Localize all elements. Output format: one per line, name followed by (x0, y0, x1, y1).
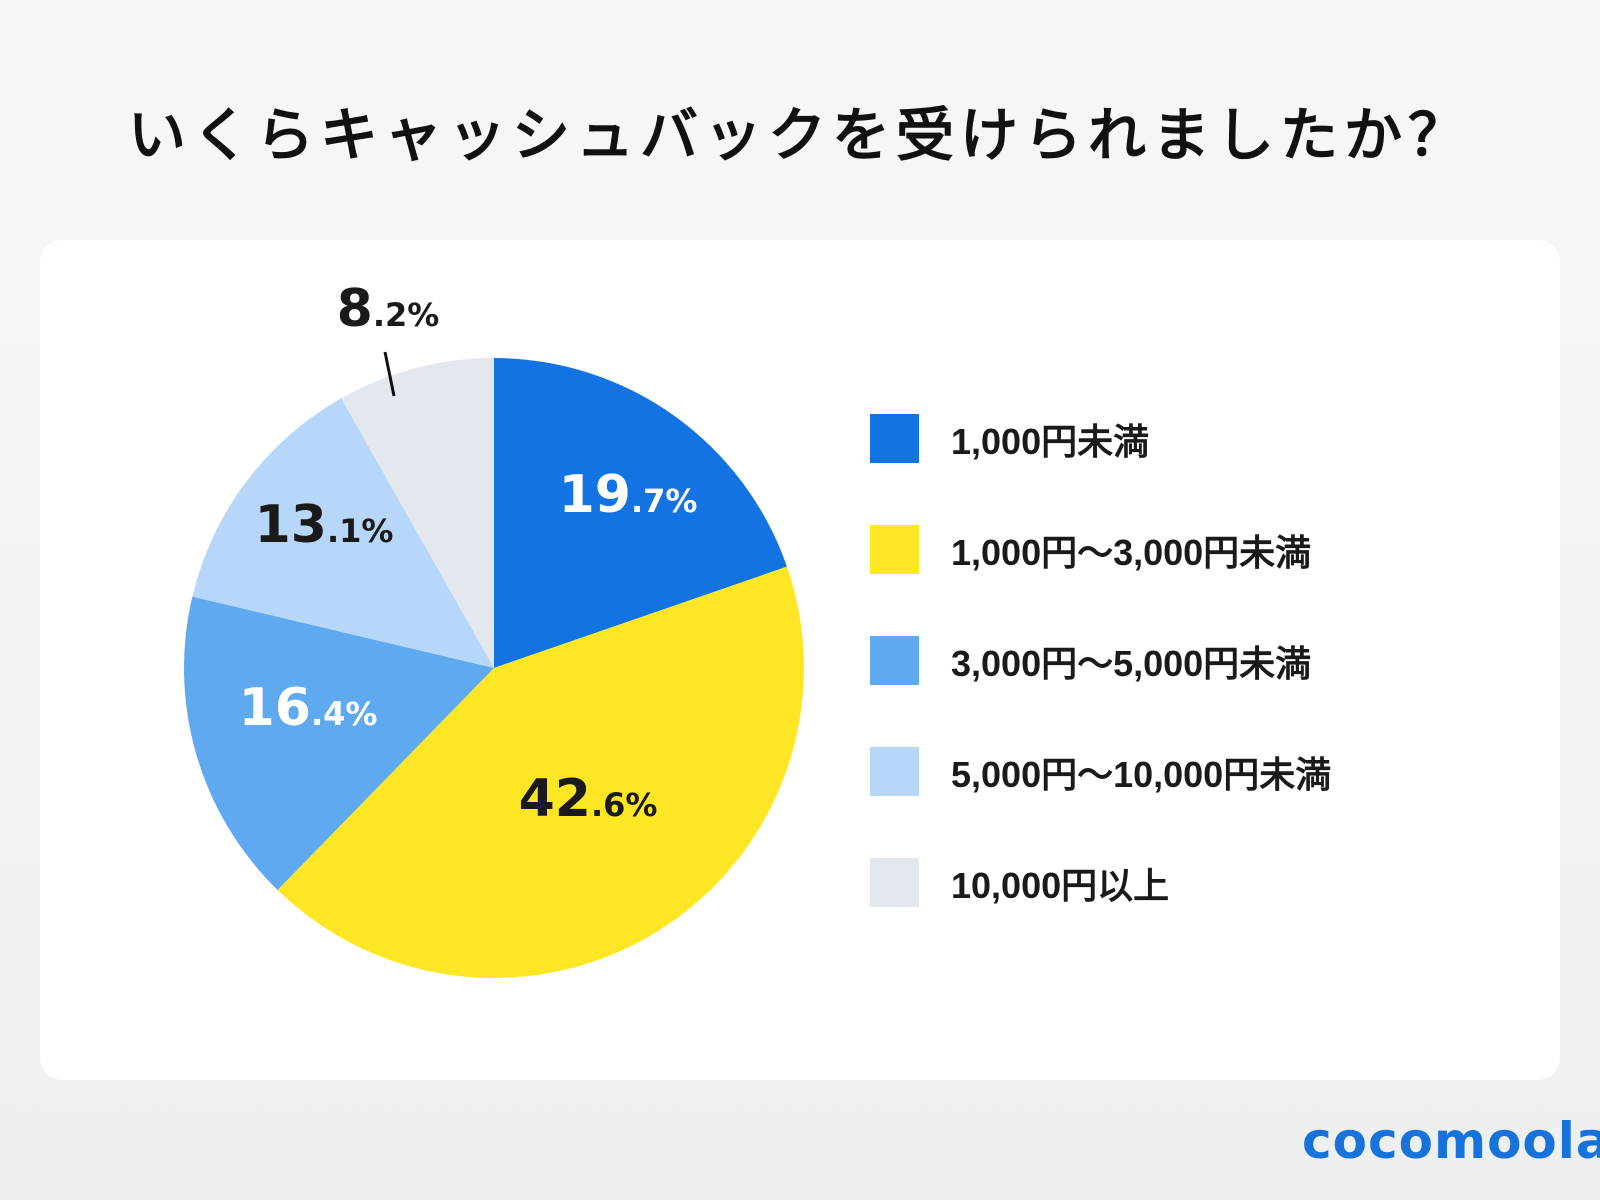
legend-swatch (870, 414, 919, 463)
chart-title: いくらキャッシュバックを受けられましたか？ (127, 101, 1472, 169)
legend-item: 5,000円〜10,000円未満 (870, 747, 1331, 796)
data-label: 16.4% (239, 678, 378, 738)
legend-swatch (870, 525, 919, 574)
legend-item: 10,000円以上 (870, 858, 1331, 907)
pie-slice (184, 596, 494, 890)
leader-line (383, 351, 396, 397)
data-label: 19.7% (559, 465, 698, 525)
data-label: 8.2% (337, 279, 440, 339)
data-label: 13.1% (255, 495, 394, 555)
legend-item: 1,000円未満 (870, 414, 1331, 463)
pie-slice (341, 358, 494, 668)
pie-slice (494, 358, 787, 668)
cocomoola-logo: cocomoola (1302, 1112, 1600, 1170)
legend-swatch (870, 747, 919, 796)
legend-item: 1,000円〜3,000円未満 (870, 525, 1331, 574)
legend-label: 5,000円〜10,000円未満 (951, 753, 1332, 795)
legend: 1,000円未満 1,000円〜3,000円未満 3,000円〜5,000円未満 5,… (870, 414, 1331, 969)
legend-item: 3,000円〜5,000円未満 (870, 636, 1331, 685)
legend-swatch (870, 636, 919, 685)
legend-label: 1,000円未満 (951, 420, 1150, 462)
legend-label: 10,000円以上 (951, 864, 1170, 906)
pie-slice (192, 398, 494, 668)
data-label: 42.6% (519, 769, 658, 829)
legend-label: 3,000円〜5,000円未満 (951, 642, 1312, 684)
legend-label: 1,000円〜3,000円未満 (951, 531, 1312, 573)
pie-slice (277, 566, 804, 978)
legend-swatch (870, 858, 919, 907)
